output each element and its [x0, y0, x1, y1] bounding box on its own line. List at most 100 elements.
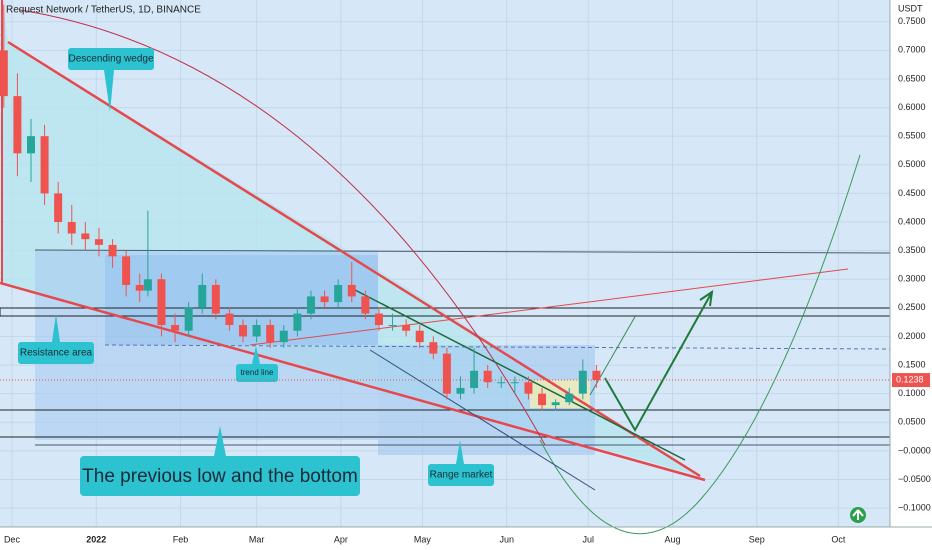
- callout: [428, 464, 494, 486]
- y-tick-label: 0.5500: [898, 131, 926, 141]
- candle-body: [40, 136, 49, 194]
- callout: [18, 342, 94, 364]
- x-tick-label: Apr: [334, 534, 348, 544]
- arc: [19, 9, 546, 446]
- annotation: Range market: [430, 470, 493, 481]
- x-tick-label: 2022: [86, 534, 106, 544]
- y-tick-label: 0.7000: [898, 45, 926, 55]
- callout-tail: [104, 70, 114, 112]
- candle-body: [538, 393, 547, 406]
- x-tick-label: Jul: [583, 534, 595, 544]
- candle-body: [415, 330, 424, 343]
- candle-body: [293, 313, 302, 331]
- candle-body: [592, 370, 601, 381]
- candle-body: [26, 136, 35, 154]
- candle-body: [94, 239, 103, 245]
- callout: [80, 456, 360, 496]
- y-tick-label: 0.1000: [898, 388, 926, 398]
- candle-body: [108, 244, 117, 257]
- candle-body: [524, 382, 533, 394]
- callout-tail: [456, 440, 464, 464]
- candle-body: [239, 325, 248, 337]
- annotation: trend line: [241, 368, 274, 377]
- candle-body: [470, 370, 479, 388]
- y-tick-label: 0.4500: [898, 188, 926, 198]
- candle-body: [320, 296, 329, 303]
- candle-body: [157, 279, 166, 326]
- axis-unit: USDT: [898, 3, 923, 13]
- wedge-line: [0, 281, 706, 482]
- y-tick-label: 0.4000: [898, 216, 926, 226]
- candle-body: [578, 370, 587, 394]
- candle-body: [388, 325, 397, 327]
- candle-body: [442, 353, 451, 394]
- callout-tail: [52, 314, 60, 342]
- candle-body: [143, 279, 152, 291]
- candles: [0, 4, 601, 411]
- x-tick-label: Sep: [749, 534, 765, 544]
- y-tick-label: 0.7500: [898, 16, 926, 26]
- y-tick-label: 0.6500: [898, 73, 926, 83]
- candle-body: [361, 296, 370, 314]
- trend-line: [249, 268, 849, 346]
- y-tick-label: −0.1000: [898, 502, 931, 512]
- callout-tail: [252, 346, 260, 364]
- x-tick-label: Feb: [173, 534, 189, 544]
- candle-body: [279, 330, 288, 343]
- y-tick-label: 0.3500: [898, 245, 926, 255]
- candle-body: [551, 402, 560, 406]
- candle-body: [252, 325, 261, 337]
- candle-body: [225, 313, 234, 326]
- chart-title: Request Network / TetherUS, 1D, BINANCE: [6, 5, 201, 16]
- candle-body: [306, 296, 315, 314]
- candle-body: [0, 50, 8, 97]
- y-tick-label: −0.0000: [898, 445, 931, 455]
- x-tick-label: Dec: [4, 534, 21, 544]
- candle-body: [211, 284, 220, 314]
- candle-body: [402, 325, 411, 331]
- y-tick-label: 0.2000: [898, 331, 926, 341]
- logo-arrow: [852, 509, 864, 520]
- projection-arc: [539, 154, 861, 535]
- level-line: [34, 249, 891, 254]
- candle-body: [135, 284, 144, 291]
- x-tick-label: May: [414, 534, 432, 544]
- trend-line: [354, 289, 686, 461]
- x-tick-label: Jun: [499, 534, 514, 544]
- x-tick-label: Mar: [249, 534, 265, 544]
- candle-body: [347, 284, 356, 297]
- last-price-box: [892, 373, 930, 388]
- callout: [68, 48, 154, 70]
- candle-body: [334, 284, 343, 303]
- y-tick-label: 0.1500: [898, 359, 926, 369]
- candle-body: [483, 370, 492, 383]
- y-tick-label: 0.6000: [898, 102, 926, 112]
- candle-body: [198, 284, 207, 308]
- x-tick-label: Aug: [665, 534, 681, 544]
- candle-body: [54, 193, 63, 223]
- annotation: Descending wedge: [68, 54, 153, 65]
- level-line: [104, 344, 891, 350]
- wedge-fill: [2, 0, 700, 476]
- candle-body: [497, 382, 506, 384]
- candle-body: [122, 256, 131, 285]
- candle-body: [510, 382, 519, 384]
- candle-body: [67, 222, 76, 234]
- callout: [236, 364, 278, 382]
- y-tick-label: 0.0500: [898, 417, 926, 427]
- candle-body: [13, 96, 22, 154]
- projection-arrow: [604, 291, 713, 433]
- wedge-line: [7, 40, 701, 478]
- candle-body: [81, 233, 90, 240]
- candle-body: [429, 342, 438, 354]
- annotation: Resistance area: [20, 348, 93, 359]
- y-tick-label: −0.0500: [898, 474, 931, 484]
- y-tick-label: 0.5000: [898, 159, 926, 169]
- last-price: 0.1238: [896, 374, 924, 384]
- candle-body: [184, 307, 193, 331]
- candle-body: [171, 325, 180, 331]
- channel-line: [369, 349, 596, 491]
- candle-body: [374, 313, 383, 326]
- y-tick-label: 0.3000: [898, 274, 926, 284]
